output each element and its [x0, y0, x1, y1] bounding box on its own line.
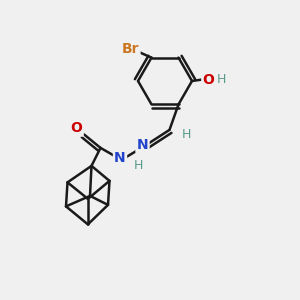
- Text: O: O: [202, 73, 214, 86]
- Text: H: H: [181, 128, 191, 141]
- Text: H: H: [133, 159, 143, 172]
- Text: N: N: [137, 138, 148, 152]
- Text: H: H: [216, 73, 226, 86]
- Text: N: N: [114, 152, 126, 165]
- Text: Br: Br: [122, 42, 139, 56]
- Text: O: O: [70, 122, 83, 135]
